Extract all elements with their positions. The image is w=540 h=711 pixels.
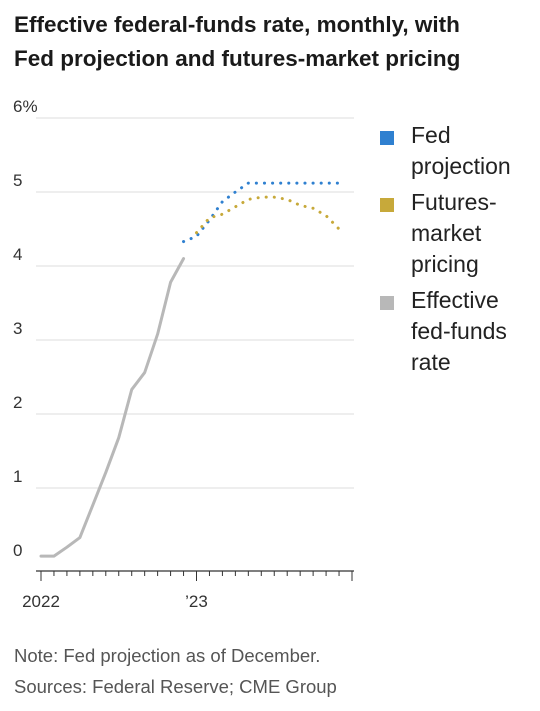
y-tick-label: 3 [13, 319, 22, 338]
legend-item-effective-fed-funds-rate: Effective fed-funds rate [380, 285, 540, 378]
chart-title-line-2: Fed projection and futures-market pricin… [14, 46, 461, 71]
legend-item-futures-market-pricing: Futures- market pricing [380, 187, 540, 280]
y-tick-label: 1 [13, 467, 22, 486]
y-axis-tick-labels: 0 1 2 3 4 5 6% [13, 97, 38, 560]
note-text: Note: Fed projection as of December. [14, 645, 321, 666]
sources-text: Sources: Federal Reserve; CME Group [14, 676, 337, 697]
gridlines [36, 117, 354, 489]
legend-label-line: Futures- [411, 189, 497, 215]
legend-item-fed-projection: Fed projection [380, 120, 540, 182]
legend-label-line: rate [411, 349, 451, 375]
futures-market-pricing-line [195, 195, 341, 235]
series-lines [39, 181, 341, 558]
y-tick-label: 6% [13, 97, 38, 116]
legend-label-line: projection [411, 153, 511, 179]
x-axis: 2022 ’23 [22, 570, 354, 611]
fed-projection-line [182, 181, 341, 244]
y-tick-label: 0 [13, 541, 22, 560]
x-tick-label: 2022 [22, 592, 60, 611]
legend: Fed projection Futures- market pricing E… [380, 120, 540, 383]
legend-label-line: pricing [411, 251, 479, 277]
chart-notes: Note: Fed projection as of December. Sou… [14, 640, 337, 702]
legend-label-line: Fed [411, 122, 451, 148]
y-tick-label: 4 [13, 245, 22, 264]
legend-label-line: Effective [411, 287, 499, 313]
y-tick-label: 5 [13, 171, 22, 190]
x-tick-label: ’23 [185, 592, 208, 611]
legend-swatch-effective-fed-funds-rate [380, 296, 394, 310]
legend-label-line: fed-funds [411, 318, 507, 344]
legend-swatch-fed-projection [380, 131, 394, 145]
legend-swatch-futures-market-pricing [380, 198, 394, 212]
chart-title-line-1: Effective federal-funds rate, monthly, w… [14, 12, 460, 37]
y-tick-label: 2 [13, 393, 22, 412]
chart-title: Effective federal-funds rate, monthly, w… [14, 8, 529, 76]
effective-fed-funds-rate-line [39, 257, 186, 558]
legend-label-line: market [411, 220, 482, 246]
